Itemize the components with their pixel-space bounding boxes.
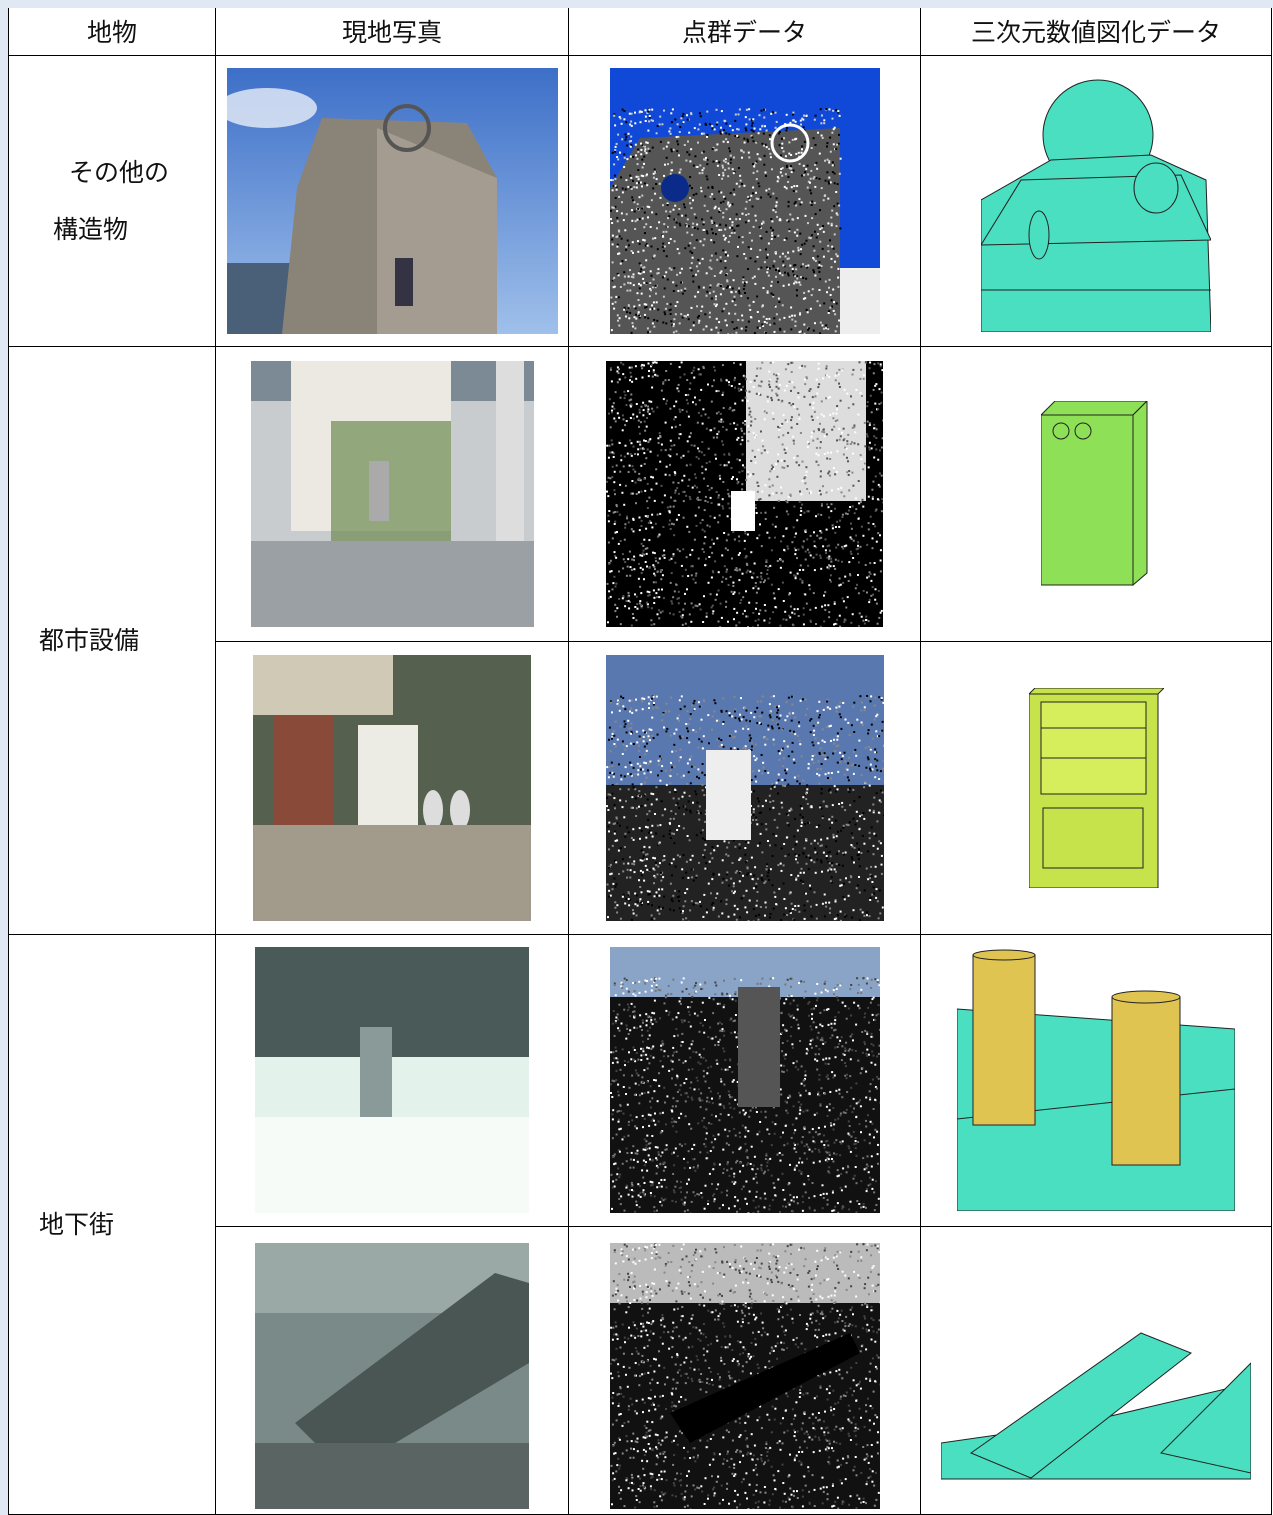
label-line: 地下街 [39, 1210, 114, 1239]
model-cell [921, 346, 1272, 641]
row-label: 都市設備 [9, 346, 216, 934]
photo [255, 1243, 529, 1509]
photo [227, 68, 558, 334]
row-label: 地下街 [9, 934, 216, 1514]
header-cell: 三次元数値図化データ [921, 8, 1272, 55]
photo-cell [216, 55, 569, 346]
photo-cell [216, 1226, 569, 1514]
model-3d [1041, 401, 1151, 586]
point-cloud [610, 68, 880, 334]
point-cloud [610, 1243, 880, 1509]
document: 地物 現地写真 点群データ 三次元数値図化データ その他の構造物 都市設備 [8, 8, 1273, 1515]
photo-cell [216, 346, 569, 641]
photo [253, 655, 531, 921]
photo-cell [216, 641, 569, 934]
feature-table: 地物 現地写真 点群データ 三次元数値図化データ その他の構造物 都市設備 [8, 8, 1272, 1515]
model-3d [981, 70, 1211, 332]
model-cell [921, 1226, 1272, 1514]
model-3d [1029, 688, 1164, 888]
point-cloud [606, 361, 883, 627]
header-cell: 点群データ [569, 8, 921, 55]
model-cell [921, 641, 1272, 934]
photo [251, 361, 534, 627]
point-cloud [610, 947, 880, 1213]
row: 都市設備 [9, 346, 1272, 641]
model-3d [941, 1243, 1251, 1509]
pointcloud-cell [569, 55, 921, 346]
model-3d [957, 949, 1235, 1211]
label-line: その他の [53, 144, 215, 201]
row: その他の構造物 [9, 55, 1272, 346]
row-label: その他の構造物 [9, 55, 216, 346]
row: 地下街 [9, 934, 1272, 1226]
header-cell: 地物 [9, 8, 216, 55]
point-cloud [606, 655, 884, 921]
photo-cell [216, 934, 569, 1226]
label-line: 都市設備 [39, 626, 139, 655]
header-row: 地物 現地写真 点群データ 三次元数値図化データ [9, 8, 1272, 55]
pointcloud-cell [569, 1226, 921, 1514]
header-cell: 現地写真 [216, 8, 569, 55]
model-cell [921, 934, 1272, 1226]
pointcloud-cell [569, 934, 921, 1226]
label-line: 構造物 [53, 201, 215, 258]
model-cell [921, 55, 1272, 346]
photo [255, 947, 529, 1213]
pointcloud-cell [569, 641, 921, 934]
pointcloud-cell [569, 346, 921, 641]
